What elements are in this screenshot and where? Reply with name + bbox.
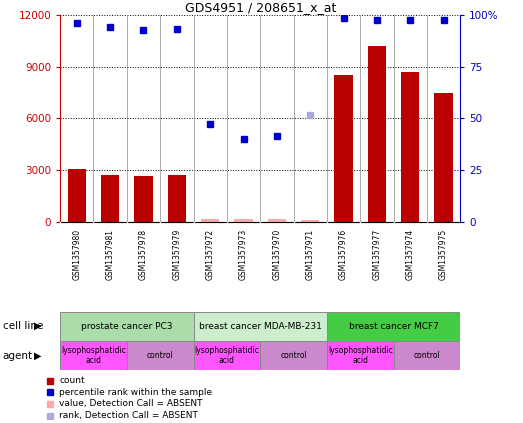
Bar	[194, 312, 327, 341]
Text: rank, Detection Call = ABSENT: rank, Detection Call = ABSENT	[59, 411, 198, 420]
Bar	[260, 341, 327, 370]
Bar	[60, 341, 127, 370]
Text: GSM1357971: GSM1357971	[306, 229, 315, 280]
Bar	[435, 93, 453, 222]
Bar	[60, 312, 194, 341]
Text: GSM1357977: GSM1357977	[372, 229, 381, 280]
Text: GSM1357981: GSM1357981	[106, 229, 115, 280]
Bar	[201, 219, 219, 222]
Text: percentile rank within the sample: percentile rank within the sample	[59, 388, 212, 397]
Text: GSM1357976: GSM1357976	[339, 229, 348, 280]
Bar	[134, 176, 153, 222]
Text: control: control	[414, 351, 440, 360]
Text: ▶: ▶	[34, 351, 41, 361]
Text: cell line: cell line	[3, 321, 43, 331]
Text: GSM1357975: GSM1357975	[439, 229, 448, 280]
Title: GDS4951 / 208651_x_at: GDS4951 / 208651_x_at	[185, 1, 336, 14]
Bar	[101, 176, 119, 222]
Text: ▶: ▶	[34, 321, 41, 331]
Bar	[401, 72, 419, 222]
Text: control: control	[280, 351, 307, 360]
Text: lysophosphatidic
acid: lysophosphatidic acid	[61, 346, 126, 365]
Text: lysophosphatidic
acid: lysophosphatidic acid	[328, 346, 393, 365]
Bar	[234, 220, 253, 222]
Text: control: control	[147, 351, 174, 360]
Text: GSM1357970: GSM1357970	[272, 229, 281, 280]
Bar	[327, 341, 393, 370]
Text: GSM1357979: GSM1357979	[173, 229, 181, 280]
Bar	[194, 341, 260, 370]
Text: prostate cancer PC3: prostate cancer PC3	[81, 321, 173, 331]
Text: lysophosphatidic
acid: lysophosphatidic acid	[195, 346, 259, 365]
Text: breast cancer MDA-MB-231: breast cancer MDA-MB-231	[199, 321, 322, 331]
Text: agent: agent	[3, 351, 33, 361]
Text: count: count	[59, 376, 85, 385]
Bar	[127, 341, 194, 370]
Bar	[334, 75, 353, 222]
Text: GSM1357973: GSM1357973	[239, 229, 248, 280]
Bar	[368, 46, 386, 222]
Bar	[67, 168, 86, 222]
Bar	[301, 220, 320, 222]
Text: value, Detection Call = ABSENT: value, Detection Call = ABSENT	[59, 399, 203, 408]
Bar	[327, 312, 460, 341]
Text: GSM1357974: GSM1357974	[406, 229, 415, 280]
Bar	[393, 341, 460, 370]
Bar	[168, 175, 186, 222]
Text: GSM1357972: GSM1357972	[206, 229, 214, 280]
Bar	[268, 220, 286, 222]
Text: breast cancer MCF7: breast cancer MCF7	[349, 321, 438, 331]
Text: GSM1357980: GSM1357980	[72, 229, 81, 280]
Text: GSM1357978: GSM1357978	[139, 229, 148, 280]
